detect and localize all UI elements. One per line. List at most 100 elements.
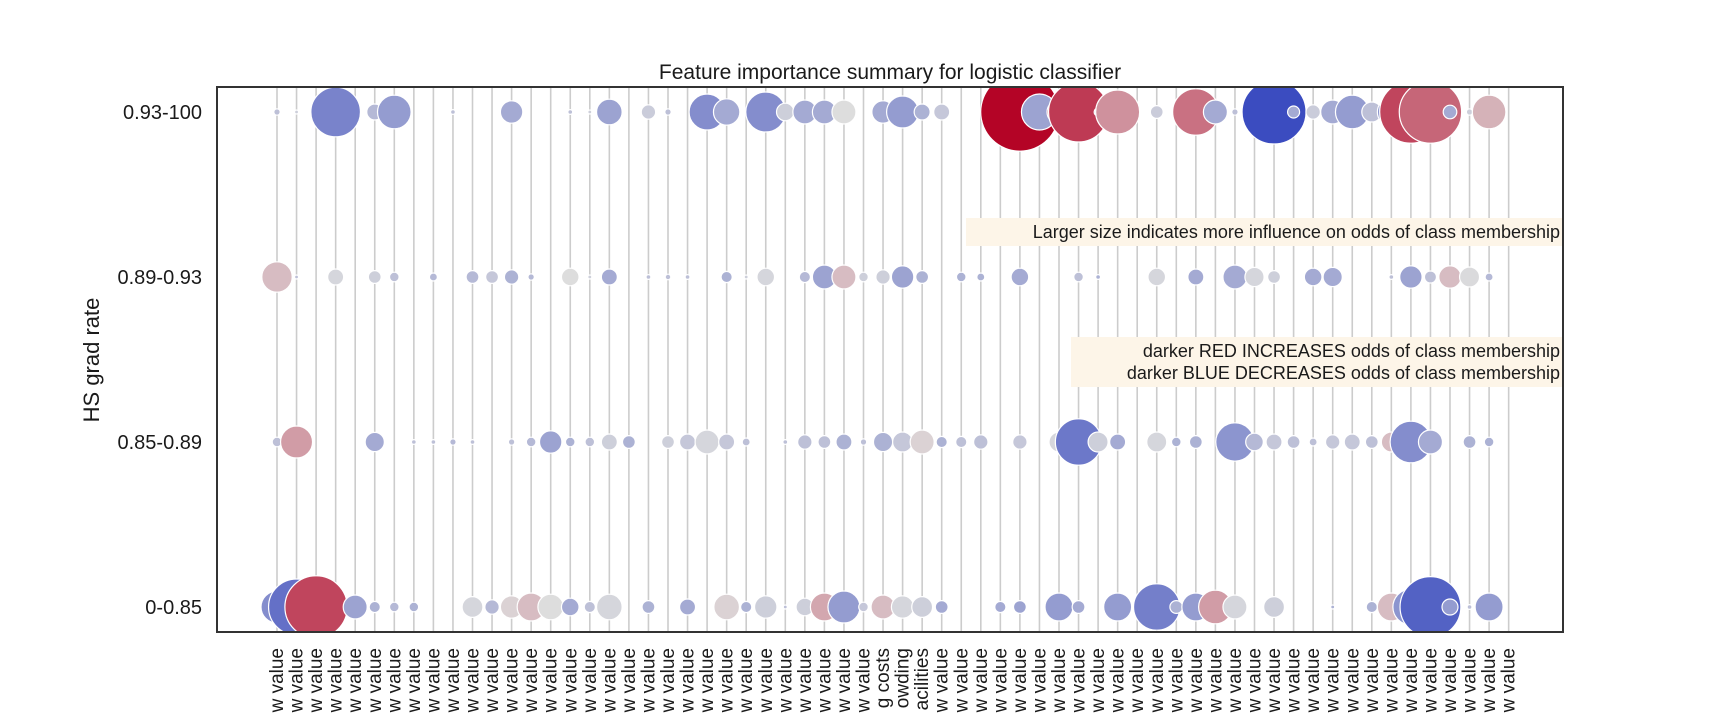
bubble [640,104,657,120]
x-tick-label: w value [1186,648,1207,713]
bubble [465,270,480,285]
bubble [1267,270,1282,285]
x-tick-label: w value [951,648,972,713]
bubble [1286,105,1301,119]
bubble [284,575,348,632]
bubble [408,601,420,613]
bubble [537,593,565,621]
annotation-color-box [1071,337,1562,387]
x-tick-label: w value [1303,648,1324,713]
bubble [1322,266,1343,288]
x-tick-label: w value [1460,648,1481,713]
x-tick-label: w value [1440,648,1461,713]
bubble [388,271,400,283]
bubble [1305,104,1321,120]
bubble [740,600,753,614]
bubble [1474,592,1504,622]
bubble [567,108,574,115]
bubble [797,434,813,450]
annotations: Larger size indicates more influence on … [966,218,1562,387]
bubble [1303,267,1323,287]
bubble [753,595,778,619]
bubble [1095,89,1141,135]
bubble [972,434,989,450]
bubble [499,100,524,124]
bubble [600,433,618,451]
bubble [1222,594,1248,620]
x-tick-label: w value [1323,648,1344,713]
bubble [1244,266,1265,288]
x-tick-label: w value [404,648,425,713]
bubble [430,439,437,446]
bubble [376,94,412,130]
bubble [1471,94,1507,130]
bubble [1073,271,1084,283]
bubble [641,599,656,614]
bubble [1286,435,1301,450]
bubble [503,269,520,285]
bubble [367,270,382,285]
bubble [327,268,345,286]
bubble [1187,268,1205,286]
bubble [1095,274,1102,281]
bubble [911,595,934,618]
bubble [1231,108,1239,116]
x-tick-label: w value [678,648,699,713]
x-tick-label: w value [1010,648,1031,713]
bubble [720,270,733,284]
bubble [1343,433,1361,451]
x-tick-label: w value [834,648,855,713]
bubble [293,109,300,115]
x-tick-label: w value [854,648,875,713]
x-tick-label: w value [423,648,444,713]
bubble [1458,266,1481,288]
x-tick-label: w value [345,648,366,713]
bubble [584,436,596,448]
annotation-size-box [966,218,1562,246]
bubble [1364,435,1379,450]
bubble [890,595,915,619]
x-tick-label: w value [1049,648,1070,713]
x-tick-label: w value [599,648,620,713]
bubble [1071,599,1086,614]
bubble [1109,433,1127,451]
bubble [560,597,580,617]
bubble [1169,599,1184,614]
bubble [743,274,749,280]
annotation-size: Larger size indicates more influence on … [1033,222,1560,242]
x-tick-label: w value [482,648,503,713]
bubble [621,435,636,450]
bubble [712,98,741,126]
bubble [1010,267,1030,287]
y-tick-label: 0.89-0.93 [117,267,202,289]
x-tick-label: w value [638,648,659,713]
x-tick-label: w value [775,648,796,713]
bubble [875,269,891,285]
bubble [1398,87,1463,144]
bubble [1222,264,1248,290]
bubble [1466,603,1473,610]
bubble [775,102,795,122]
bubble [817,435,832,450]
bubble [1170,436,1182,448]
bubble [342,594,368,620]
bubble [1149,104,1164,119]
bubble [782,439,789,446]
x-tick-label: g costs [873,648,894,708]
bubble [1147,267,1167,287]
bubble [1330,604,1336,610]
bubble [678,598,697,616]
bubble [756,267,776,287]
bubble [1484,272,1494,282]
x-tick-label: w value [697,648,718,713]
x-tick-label: w value [541,648,562,713]
bubble [279,425,314,459]
x-tick-label: w value [1205,648,1226,713]
bubble [955,271,967,283]
annotation-blue: darker BLUE DECREASES odds of class memb… [1127,363,1560,383]
x-tick-label: w value [795,648,816,713]
bubble [890,265,915,289]
x-tick-label: w value [1029,648,1050,713]
bubble [560,267,580,287]
x-tick-label: w value [326,648,347,713]
